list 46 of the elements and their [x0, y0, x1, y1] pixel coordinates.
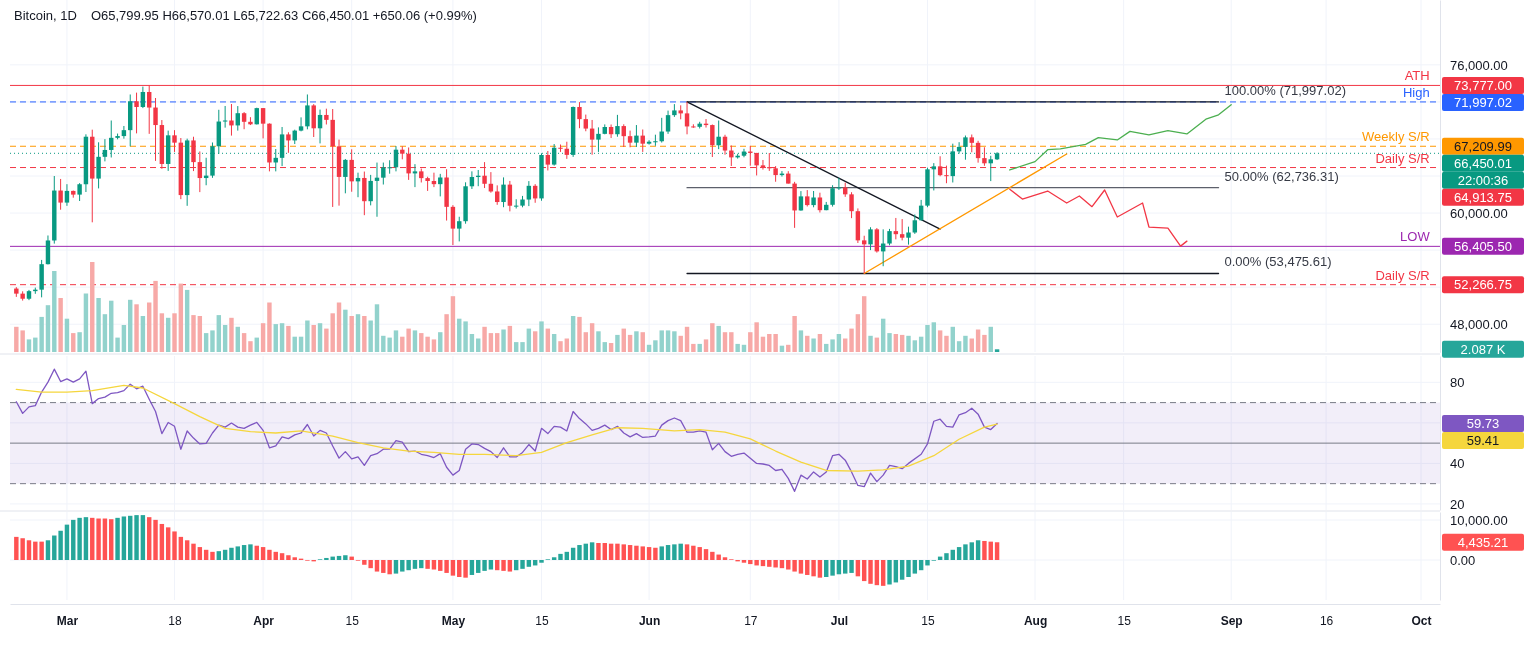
- text: 59.73: [1466, 415, 1500, 431]
- y-tick-label: 20: [1450, 496, 1465, 512]
- annotation: Weekly S/R: [1362, 129, 1430, 145]
- ref-line-label: 52,266.75: [1454, 277, 1512, 293]
- ref-line-label: 73,777.00: [1454, 77, 1512, 93]
- ref-line-label: 71,997.02: [1454, 94, 1512, 110]
- annotation: Daily S/R: [1375, 267, 1430, 283]
- annotation: Daily S/R: [1375, 150, 1430, 166]
- annotation: 0.00% (53,475.61): [1224, 254, 1332, 270]
- y-tick-label: 0.00: [1450, 552, 1476, 568]
- ref-line-label: 56,405.50: [1454, 238, 1512, 254]
- y-tick-label: 80: [1450, 375, 1465, 390]
- x-tick-label: 15: [921, 613, 935, 628]
- y-tick-label: 76,000.00: [1450, 57, 1508, 73]
- text: 59.41: [1466, 432, 1500, 448]
- x-tick-label: Jul: [830, 613, 849, 628]
- annotation: LOW: [1400, 229, 1431, 245]
- text: 22:00:36: [1457, 172, 1509, 188]
- x-tick-label: Sep: [1220, 613, 1243, 628]
- x-tick-label: Jun: [638, 613, 661, 628]
- annotation: ATH: [1404, 68, 1430, 84]
- annotation: 50.00% (62,736.31): [1224, 168, 1339, 184]
- text: O65,799.95 H66,570.01 L65,722.63 C66,450.01 +650.06 (+0.99%): [90, 8, 477, 23]
- x-tick-label: 18: [168, 613, 183, 628]
- x-tick-label: 16: [1319, 613, 1334, 628]
- ref-line-label: 66,450.01: [1454, 155, 1512, 171]
- text: 4,435.21: [1457, 534, 1509, 550]
- x-tick-label: 15: [535, 613, 549, 628]
- y-tick-label: 48,000.00: [1450, 316, 1508, 332]
- annotation: 100.00% (71,997.02): [1224, 82, 1346, 98]
- text: 2.087 K: [1460, 341, 1506, 357]
- x-tick-label: May: [441, 613, 466, 628]
- y-tick-label: 40: [1450, 456, 1465, 472]
- y-tick-label: 60,000.00: [1450, 205, 1508, 221]
- x-tick-label: Mar: [56, 613, 79, 628]
- x-tick-label: 17: [744, 613, 758, 628]
- x-tick-label: 15: [1117, 613, 1132, 628]
- ref-line-label: 67,209.99: [1454, 138, 1512, 154]
- annotation: High: [1402, 84, 1430, 100]
- x-tick-label: Aug: [1023, 613, 1048, 628]
- x-tick-label: Oct: [1411, 613, 1432, 628]
- x-tick-label: 15: [345, 613, 360, 628]
- ref-line-label: 64,913.75: [1454, 189, 1512, 205]
- text: Bitcoin, 1D: [14, 8, 77, 23]
- y-tick-label: 10,000.00: [1450, 512, 1508, 528]
- x-tick-label: Apr: [253, 613, 275, 628]
